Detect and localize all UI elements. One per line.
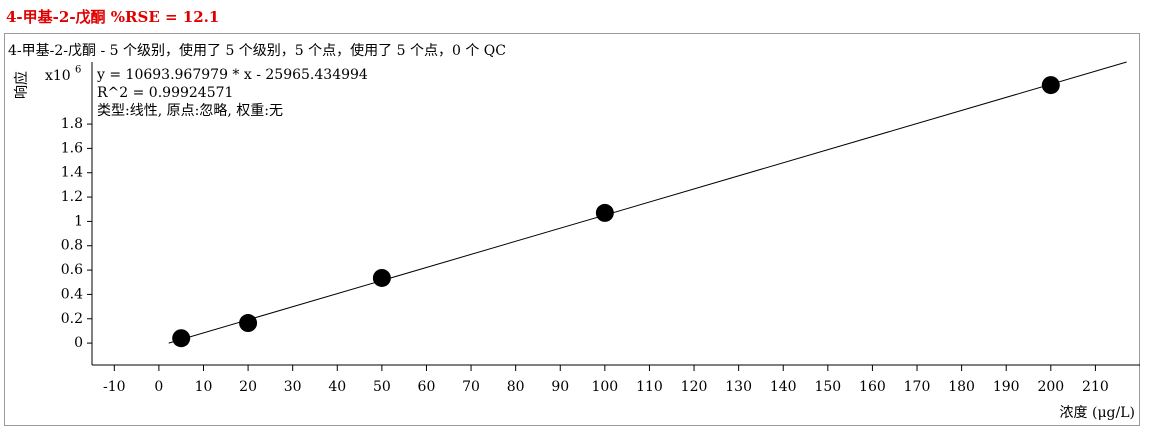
y-tick-label: 1.2	[61, 189, 83, 205]
fit-type: 类型:线性, 原点:忽略, 权重:无	[97, 103, 283, 119]
x-tick-label: 100	[591, 379, 618, 395]
x-tick-label: 90	[551, 379, 569, 395]
x-tick-label: 170	[904, 379, 931, 395]
x-tick-label: 140	[770, 379, 797, 395]
y-tick-label: 0.8	[61, 238, 83, 254]
y-axis-label: 响应	[13, 71, 30, 99]
y-tick-label: 0.6	[61, 262, 83, 278]
y-tick-label: 0	[74, 335, 83, 351]
x-tick-label: 210	[1082, 379, 1109, 395]
x-tick-label: 110	[636, 379, 663, 395]
r-squared: R^2 = 0.99924571	[97, 85, 233, 101]
fit-line	[168, 61, 1127, 344]
x-tick-label: 190	[993, 379, 1020, 395]
x-tick-label: 70	[462, 379, 480, 395]
x-tick-label: 120	[681, 379, 708, 395]
x-tick-label: 10	[195, 379, 213, 395]
x-tick-label: 80	[507, 379, 525, 395]
equation: y = 10693.967979 * x - 25965.434994	[96, 67, 368, 83]
y-multiplier-exp: 6	[75, 65, 81, 76]
data-point	[1041, 76, 1060, 95]
data-point	[372, 268, 391, 287]
y-tick-label: 1	[74, 213, 83, 229]
x-tick-label: 60	[418, 379, 436, 395]
x-tick-label: 160	[859, 379, 886, 395]
x-axis-label: 浓度 (μg/L)	[1060, 405, 1135, 421]
x-tick-label: 130	[725, 379, 752, 395]
y-tick-label: 0.4	[61, 286, 83, 302]
x-tick-label: 50	[373, 379, 391, 395]
data-point	[172, 329, 191, 348]
x-tick-label: 200	[1037, 379, 1064, 395]
frame	[4, 33, 1140, 426]
data-point	[239, 314, 258, 333]
y-tick-label: 1.8	[61, 116, 83, 132]
x-tick-label: -10	[103, 379, 126, 395]
x-tick-label: 150	[814, 379, 841, 395]
y-tick-label: 1.4	[61, 165, 83, 181]
y-tick-label: 0.2	[61, 311, 83, 327]
x-tick-label: 30	[284, 379, 302, 395]
chart-subtitle: 4-甲基-2-戊酮 - 5 个级别，使用了 5 个级别，5 个点，使用了 5 个…	[8, 42, 506, 59]
chart-title: 4-甲基-2-戊酮 %RSE = 12.1	[6, 8, 219, 26]
x-tick-label: 20	[239, 379, 257, 395]
y-tick-label: 1.6	[61, 140, 83, 156]
x-tick-label: 40	[328, 379, 346, 395]
x-tick-label: 180	[948, 379, 975, 395]
x-tick-label: 0	[154, 379, 163, 395]
data-point	[595, 203, 614, 222]
y-multiplier: x10	[45, 68, 71, 84]
